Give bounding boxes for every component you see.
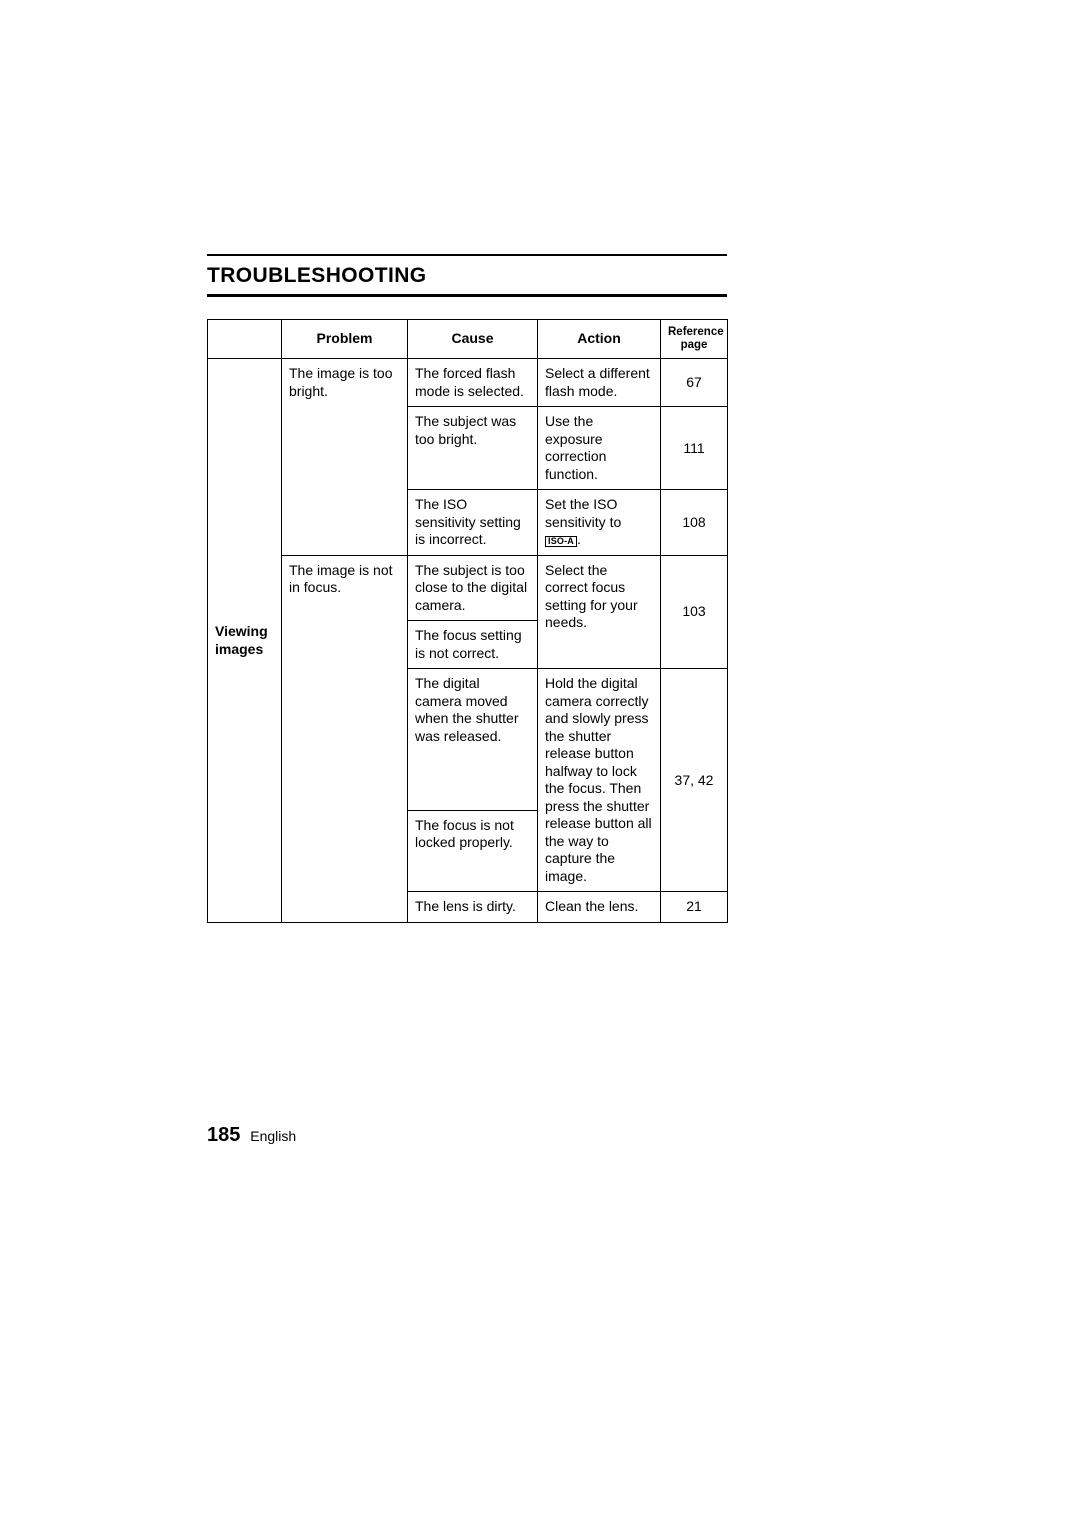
troubleshooting-table: Problem Cause Action Reference page View… <box>207 319 728 923</box>
problem-cell: The image is too bright. <box>282 359 408 556</box>
header-blank <box>208 320 282 359</box>
action-cell: Select a different flash mode. <box>538 359 661 407</box>
reference-cell: 37, 42 <box>661 669 728 892</box>
header-action: Action <box>538 320 661 359</box>
action-cell: Hold the digital camera correctly and sl… <box>538 669 661 892</box>
action-cell: Clean the lens. <box>538 892 661 923</box>
reference-cell: 21 <box>661 892 728 923</box>
header-reference-line2: page <box>681 339 708 351</box>
header-problem: Problem <box>282 320 408 359</box>
action-cell: Select the correct focus setting for you… <box>538 555 661 669</box>
heading-rule-wrap: TROUBLESHOOTING <box>207 254 727 297</box>
category-cell: Viewing images <box>208 359 282 923</box>
action-text-suffix: . <box>577 531 581 547</box>
table-row: The image is not in focus. The subject i… <box>208 555 728 621</box>
action-cell: Set the ISO sensitivity to ISO-A. <box>538 490 661 556</box>
page-language: English <box>250 1128 296 1144</box>
cause-cell: The lens is dirty. <box>408 892 538 923</box>
cause-cell: The forced flash mode is selected. <box>408 359 538 407</box>
page-number: 185 <box>207 1124 240 1146</box>
reference-cell: 103 <box>661 555 728 669</box>
cause-cell: The digital camera moved when the shutte… <box>408 669 538 810</box>
reference-cell: 111 <box>661 407 728 490</box>
cause-cell: The subject is too close to the digital … <box>408 555 538 621</box>
header-reference-line1: Reference <box>668 326 724 338</box>
cause-cell: The focus is not locked properly. <box>408 810 538 892</box>
reference-cell: 108 <box>661 490 728 556</box>
table-row: Viewing images The image is too bright. … <box>208 359 728 407</box>
problem-cell: The image is not in focus. <box>282 555 408 922</box>
iso-a-icon: ISO-A <box>545 536 577 547</box>
cause-cell: The subject was too bright. <box>408 407 538 490</box>
page-footer: 185 English <box>207 1124 296 1147</box>
table-header-row: Problem Cause Action Reference page <box>208 320 728 359</box>
header-reference: Reference page <box>661 320 728 359</box>
cause-cell: The focus setting is not correct. <box>408 621 538 669</box>
header-cause: Cause <box>408 320 538 359</box>
action-text-prefix: Set the ISO sensitivity to <box>545 496 621 530</box>
reference-cell: 67 <box>661 359 728 407</box>
action-cell: Use the exposure correction function. <box>538 407 661 490</box>
cause-cell: The ISO sensitivity setting is incorrect… <box>408 490 538 556</box>
page-title: TROUBLESHOOTING <box>207 264 727 288</box>
